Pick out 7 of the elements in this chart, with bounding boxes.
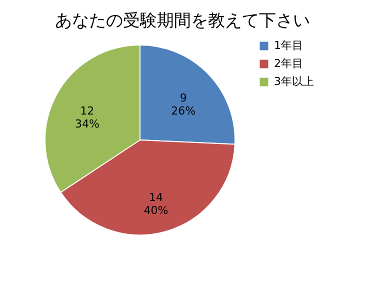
legend-label: 2年目 — [274, 57, 303, 70]
legend-label: 3年以上 — [274, 75, 314, 88]
legend-label: 1年目 — [274, 39, 303, 52]
data-label: 14 40% — [144, 190, 168, 217]
chart-title: あなたの受験期間を教えて下さい — [55, 11, 310, 31]
data-label: 9 26% — [171, 92, 196, 118]
data-label: 12 34% — [74, 104, 100, 131]
